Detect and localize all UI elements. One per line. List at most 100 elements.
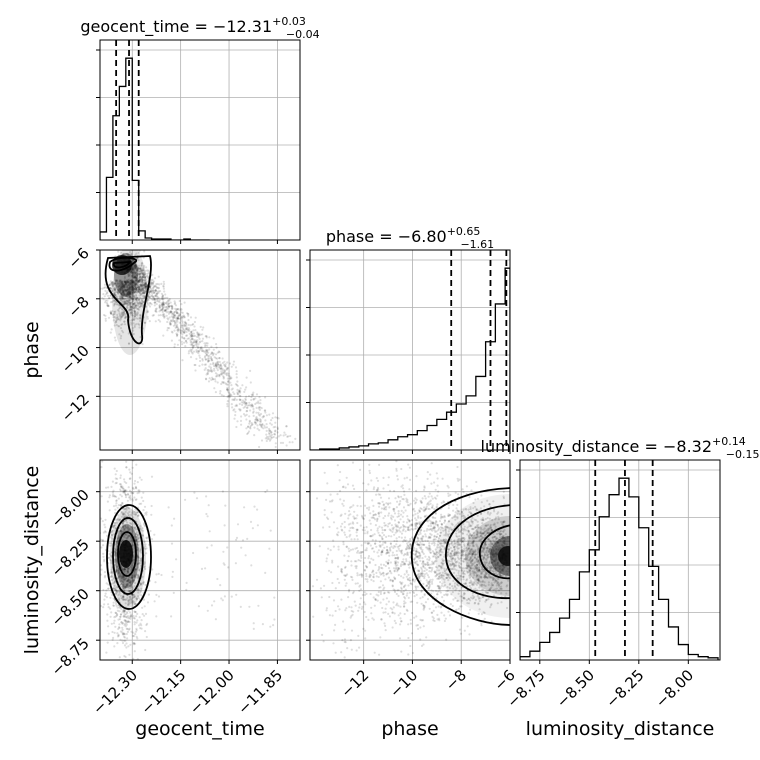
sample-point — [152, 280, 155, 283]
sample-point — [235, 373, 238, 376]
sample-point — [467, 543, 470, 546]
sample-point — [137, 278, 140, 281]
sample-point — [123, 567, 126, 570]
sample-point — [402, 576, 405, 579]
sample-point — [381, 606, 384, 610]
sample-point — [140, 560, 143, 563]
sample-point — [477, 548, 480, 551]
sample-point — [199, 333, 202, 336]
sample-point — [138, 275, 142, 278]
sample-point — [338, 608, 341, 611]
sample-point — [443, 614, 446, 617]
sample-point — [152, 286, 155, 290]
sample-point — [474, 567, 478, 570]
sample-point — [121, 293, 124, 296]
sample-point — [104, 289, 107, 292]
sample-point — [152, 291, 155, 294]
sample-point — [129, 494, 132, 497]
sample-point — [129, 281, 132, 284]
sample-point — [127, 281, 130, 284]
sample-point — [412, 590, 415, 593]
sample-point — [128, 288, 131, 291]
sample-point — [181, 320, 184, 323]
sample-point — [141, 300, 144, 303]
sample-point — [155, 310, 158, 313]
sample-point — [140, 289, 143, 293]
sample-point — [125, 642, 128, 645]
sample-point — [125, 611, 128, 614]
sample-point — [123, 300, 126, 303]
sample-point — [122, 633, 125, 636]
sample-point — [106, 500, 109, 503]
sample-point — [151, 295, 154, 298]
sample-point — [162, 303, 165, 306]
sample-point — [124, 625, 127, 628]
sample-point — [122, 610, 126, 613]
sample-point — [187, 314, 190, 317]
sample-point — [113, 310, 116, 314]
sample-point — [125, 598, 128, 601]
sample-point — [365, 572, 368, 576]
sample-point — [275, 436, 278, 439]
sample-point — [162, 301, 165, 304]
sample-point — [119, 282, 122, 285]
sample-point — [114, 291, 117, 294]
sample-point — [127, 304, 130, 307]
sample-point — [123, 320, 126, 323]
sample-point — [135, 276, 138, 279]
sample-point — [343, 554, 346, 557]
sample-point — [129, 595, 132, 598]
sample-point — [124, 289, 127, 292]
sample-point — [134, 290, 137, 293]
sample-point — [400, 586, 403, 589]
sample-point — [145, 623, 148, 627]
sample-point — [254, 422, 257, 425]
sample-point — [490, 558, 493, 561]
sample-point — [433, 496, 437, 499]
sample-point — [121, 283, 124, 286]
sample-point — [155, 292, 158, 295]
sample-point — [144, 283, 147, 286]
sample-point — [409, 543, 412, 546]
sample-point — [92, 522, 94, 524]
sample-point — [372, 575, 375, 578]
sample-point — [123, 613, 126, 616]
sample-point — [266, 437, 269, 440]
sample-point — [139, 288, 142, 291]
sample-point — [134, 276, 137, 279]
sample-point — [468, 558, 471, 561]
sample-point — [462, 536, 465, 540]
sample-point — [113, 289, 116, 292]
sample-point — [379, 580, 382, 583]
sample-point — [122, 595, 125, 599]
sample-point — [226, 366, 229, 369]
sample-point — [116, 537, 119, 541]
sample-point — [115, 469, 118, 473]
sample-point — [134, 265, 137, 268]
sample-point — [129, 293, 132, 296]
sample-point — [180, 332, 183, 335]
sample-point — [197, 345, 200, 348]
sample-point — [114, 551, 117, 554]
sample-point — [129, 251, 132, 254]
sample-point — [176, 326, 179, 329]
sample-point — [214, 363, 217, 366]
sample-point — [374, 597, 377, 601]
sample-point — [122, 596, 125, 599]
sample-point — [116, 577, 119, 580]
sample-point — [118, 312, 121, 315]
sample-point — [392, 508, 395, 511]
sample-point — [220, 367, 223, 370]
sample-point — [258, 414, 261, 417]
sample-point — [137, 559, 140, 562]
sample-point — [113, 495, 116, 498]
sample-point — [380, 550, 383, 553]
sample-point — [483, 527, 486, 530]
sample-point — [453, 554, 456, 557]
sample-point — [126, 612, 129, 615]
sample-point — [129, 285, 132, 288]
sample-point — [344, 584, 347, 587]
sample-point — [198, 332, 201, 335]
sample-point — [169, 322, 172, 325]
sample-point — [133, 288, 136, 291]
